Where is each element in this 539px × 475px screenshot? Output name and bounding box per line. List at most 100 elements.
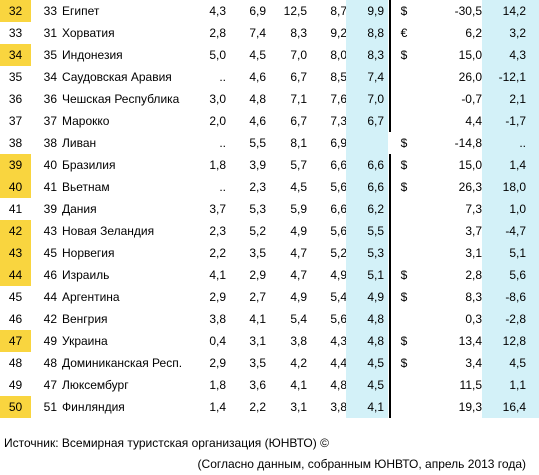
v2-cell: 2,9	[249, 268, 266, 282]
v5-cell: 6,6	[346, 176, 388, 198]
v3-cell: 4,7	[290, 246, 307, 260]
v2-cell: 5,5	[249, 136, 266, 150]
v7-cell: -1,7	[505, 114, 526, 128]
v3-cell: 6,7	[290, 114, 307, 128]
highlight-bg	[482, 66, 539, 88]
separator-bar	[389, 374, 391, 396]
cur-cell	[398, 66, 410, 88]
prev-cell: 33	[43, 4, 57, 18]
highlight-bg	[482, 374, 539, 396]
v6-cell: 15,0	[458, 158, 482, 172]
v7-cell: 5,1	[509, 246, 526, 260]
name-cell: Новая Зеландия	[62, 224, 155, 238]
v1-cell: 5,0	[209, 48, 226, 62]
v5-cell: 4,8	[346, 308, 388, 330]
table-row: 40 41 Вьетнам.. 2,3 4,5 5,6 6,6 $26,3 18,0	[0, 176, 539, 198]
v1-cell: 3,8	[209, 312, 226, 326]
v5-cell: 8,3	[346, 44, 388, 66]
name-cell: Чешская Республика	[62, 92, 180, 106]
rank-cell: 33	[8, 26, 23, 40]
v3-cell: 4,1	[290, 378, 307, 392]
v7-cell: 16,4	[502, 400, 526, 414]
v4-cell: 5,2	[330, 246, 347, 260]
v6-cell: 11,5	[459, 378, 482, 392]
v6-cell: -30,5	[454, 4, 482, 18]
v4-cell: 6,9	[330, 136, 347, 150]
highlight-bg	[482, 352, 539, 374]
table-row: 34 35 Индонезия 5,0 4,5 7,0 8,0 8,3 $15,0 4,3	[0, 44, 539, 66]
rank-cell: 37	[8, 114, 23, 128]
v5-cell: 7,4	[346, 66, 388, 88]
v5-cell: 7,0	[346, 88, 388, 110]
v1-cell: ..	[219, 180, 226, 194]
table-row: 46 42 Венгрия 3,8 4,1 5,4 5,6 4,8 0,3 -2,8	[0, 308, 539, 330]
cur-cell	[398, 110, 410, 132]
v1-cell: 2,8	[209, 26, 226, 40]
v5-cell: 4,1	[346, 396, 388, 418]
v3-cell: 8,3	[290, 26, 307, 40]
v6-cell: 4,4	[465, 114, 482, 128]
highlight-bg	[482, 132, 539, 154]
v1-cell: 4,3	[209, 4, 226, 18]
v4-cell: 8,0	[330, 48, 347, 62]
separator-bar	[389, 154, 391, 176]
v5-cell: 5,1	[346, 264, 388, 286]
v4-cell: 5,6	[330, 180, 347, 194]
prev-cell: 44	[43, 290, 57, 304]
rank-cell: 40	[0, 176, 31, 198]
v1-cell: 0,4	[209, 334, 226, 348]
separator-bar	[389, 242, 391, 264]
prev-cell: 35	[43, 48, 57, 62]
source-note: Источник: Всемирная туристская организац…	[4, 436, 329, 450]
v3-cell: 4,9	[290, 224, 307, 238]
v1-cell: 4,1	[209, 268, 226, 282]
v5-cell: 4,9	[346, 286, 388, 308]
rank-cell: 39	[0, 154, 31, 176]
v2-cell: 6,9	[249, 4, 266, 18]
name-cell: Норвегия	[62, 246, 115, 260]
name-cell: Марокко	[62, 114, 110, 128]
cur-cell: $	[400, 290, 408, 304]
separator-bar	[389, 44, 391, 66]
name-cell: Люксембург	[62, 378, 129, 392]
rank-cell: 47	[0, 330, 31, 352]
v7-cell: 3,2	[509, 26, 526, 40]
name-cell: Финляндия	[62, 400, 125, 414]
highlight-bg	[482, 110, 539, 132]
separator-bar	[389, 88, 391, 110]
v3-cell: 3,8	[290, 334, 307, 348]
table-row: 49 47 Люксембург 1,8 3,6 4,1 4,8 4,5 11,5 1,1	[0, 374, 539, 396]
v2-cell: 3,1	[249, 334, 266, 348]
v7-cell: 12,8	[502, 334, 526, 348]
prev-cell: 51	[43, 400, 57, 414]
v5-cell: 5,5	[346, 220, 388, 242]
name-cell: Аргентина	[62, 290, 120, 304]
v2-cell: 3,9	[249, 158, 266, 172]
name-cell: Бразилия	[62, 158, 116, 172]
separator-bar	[389, 308, 391, 330]
v2-cell: 5,2	[249, 224, 266, 238]
highlight-bg	[482, 330, 539, 352]
table-row: 38 38 Ливан.. 5,5 8,1 6,9 $ -14,8..	[0, 132, 539, 154]
rank-cell: 36	[8, 92, 23, 106]
v4-cell: 8,5	[330, 70, 347, 84]
prev-cell: 40	[43, 158, 57, 172]
v2-cell: 4,8	[249, 92, 266, 106]
prev-cell: 48	[43, 356, 57, 370]
highlight-bg	[482, 88, 539, 110]
v7-cell: 18,0	[502, 180, 526, 194]
rank-cell: 41	[8, 202, 23, 216]
data-note: (Согласно данным, собранным ЮНВТО, апрел…	[197, 457, 526, 471]
v4-cell: 7,6	[330, 92, 347, 106]
cur-cell: $	[400, 136, 408, 150]
name-cell: Украина	[62, 334, 108, 348]
prev-cell: 38	[43, 136, 57, 150]
v6-cell: 19,3	[458, 400, 482, 414]
v7-cell: -4,7	[505, 224, 526, 238]
v5-cell: 8,8	[346, 22, 388, 44]
v5-cell: 4,5	[346, 374, 388, 396]
cur-cell: $	[400, 268, 408, 282]
v7-cell: 1,0	[509, 202, 526, 216]
v5-cell: 6,6	[346, 154, 388, 176]
v5-cell	[346, 132, 388, 154]
